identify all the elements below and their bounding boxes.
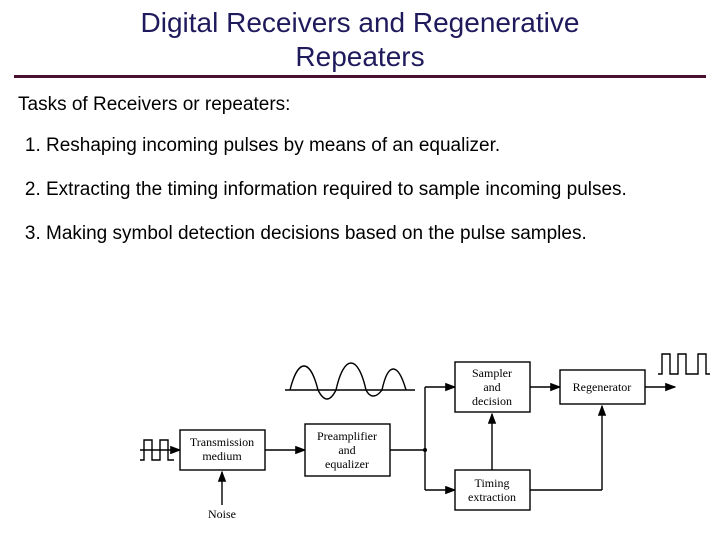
- title-underline: [14, 75, 706, 78]
- node-label: Timing: [475, 476, 510, 490]
- slide-title: Digital Receivers and Regenerative Repea…: [0, 0, 720, 73]
- output-pulse-icon: [658, 354, 710, 374]
- node-label: and: [338, 443, 355, 457]
- distorted-wave-icon: [285, 363, 415, 399]
- node-label: Transmission: [190, 435, 254, 449]
- task-list: Reshaping incoming pulses by means of an…: [22, 134, 698, 245]
- title-line-1: Digital Receivers and Regenerative: [141, 7, 580, 38]
- task-item: Reshaping incoming pulses by means of an…: [46, 134, 698, 158]
- node-label: extraction: [468, 490, 516, 504]
- task-item: Making symbol detection decisions based …: [46, 222, 698, 246]
- node-label: and: [483, 380, 500, 394]
- node-label: equalizer: [325, 457, 369, 471]
- node-label: Regenerator: [573, 380, 632, 394]
- branch-dot: [423, 448, 427, 452]
- node-label: Sampler: [472, 366, 512, 380]
- node-label: decision: [472, 394, 512, 408]
- node-label: Preamplifier: [317, 429, 377, 443]
- noise-label: Noise: [208, 507, 236, 521]
- title-line-2: Repeaters: [295, 41, 424, 72]
- task-item: Extracting the timing information requir…: [46, 178, 698, 202]
- subtitle: Tasks of Receivers or repeaters:: [18, 94, 720, 116]
- node-label: medium: [202, 449, 242, 463]
- block-diagram: Transmission medium Noise Preamplifier a…: [130, 340, 710, 540]
